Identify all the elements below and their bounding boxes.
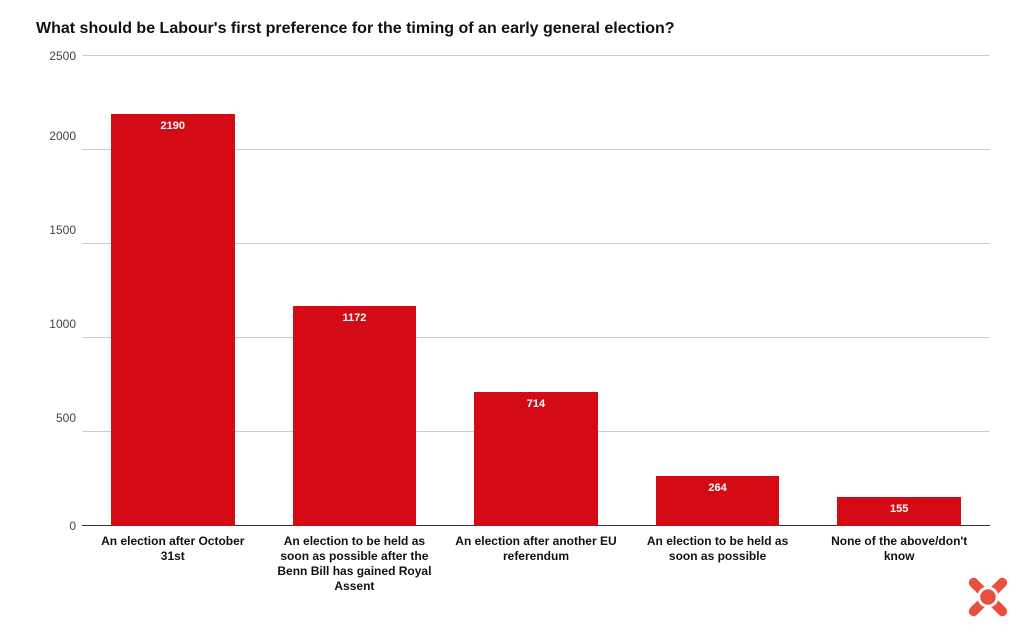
- bar: 1172: [293, 306, 416, 526]
- bar-chart: What should be Labour's first preference…: [30, 20, 990, 600]
- bar-value-label: 264: [708, 482, 726, 494]
- bar: 264: [656, 476, 779, 526]
- y-tick: 1500: [30, 223, 76, 237]
- x-axis-labels: An election after October 31st An electi…: [82, 526, 990, 594]
- bar-value-label: 714: [527, 398, 545, 410]
- brand-logo-icon: [958, 568, 1016, 626]
- bar-value-label: 155: [890, 503, 908, 515]
- bar-value-label: 1172: [342, 312, 366, 324]
- bar: 714: [474, 392, 597, 526]
- plot-area: 0 500 1000 1500 2000 2500 2190 1172: [30, 56, 990, 526]
- bar-slot: 714: [445, 56, 627, 526]
- bar-slot: 264: [627, 56, 809, 526]
- bars-container: 2190 1172 714 264 155: [82, 56, 990, 526]
- bar-value-label: 2190: [161, 120, 185, 132]
- bar: 2190: [111, 114, 234, 526]
- bar-slot: 1172: [264, 56, 446, 526]
- y-tick: 0: [30, 519, 76, 533]
- y-tick: 2000: [30, 129, 76, 143]
- x-tick-label: An election after October 31st: [82, 526, 264, 594]
- chart-title: What should be Labour's first preference…: [36, 20, 990, 38]
- x-tick-label: An election after another EU referendum: [445, 526, 627, 594]
- y-tick: 500: [30, 411, 76, 425]
- bar-slot: 2190: [82, 56, 264, 526]
- bar-slot: 155: [808, 56, 990, 526]
- y-tick: 2500: [30, 49, 76, 63]
- bar: 155: [837, 497, 960, 526]
- x-tick-label: An election to be held as soon as possib…: [627, 526, 809, 594]
- y-tick: 1000: [30, 317, 76, 331]
- x-tick-label: An election to be held as soon as possib…: [264, 526, 446, 594]
- y-axis: 0 500 1000 1500 2000 2500: [30, 56, 82, 526]
